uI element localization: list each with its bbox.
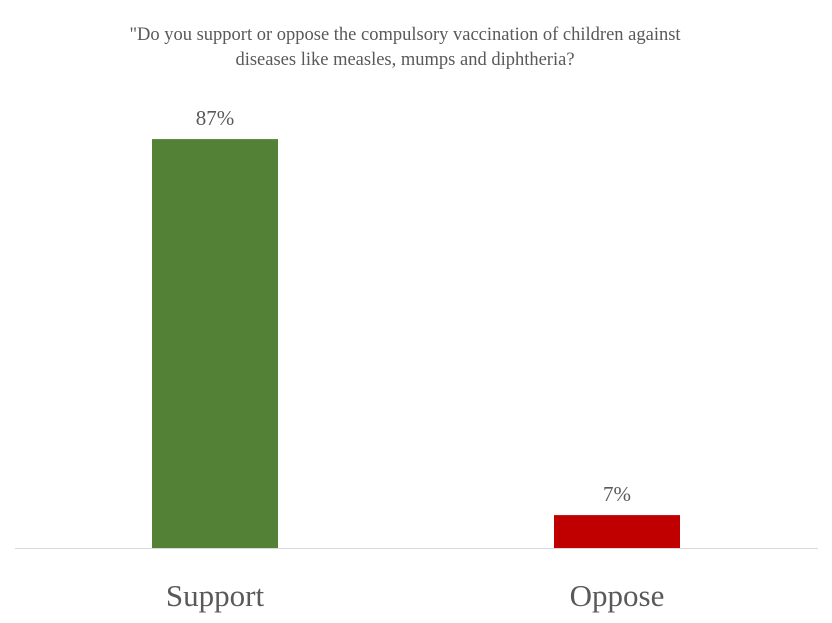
data-label-support: 87% [196,106,235,130]
chart-title: "Do you support or oppose the compulsory… [0,23,810,73]
chart-title-line-1: "Do you support or oppose the compulsory… [129,25,681,45]
x-tick-label-support: Support [166,578,265,613]
bar-oppose [554,515,680,548]
x-tick-label-oppose: Oppose [570,578,665,613]
chart-title-line-2: diseases like measles, mumps and diphthe… [235,50,575,70]
data-label-oppose: 7% [603,482,631,506]
bar-support [152,139,278,548]
